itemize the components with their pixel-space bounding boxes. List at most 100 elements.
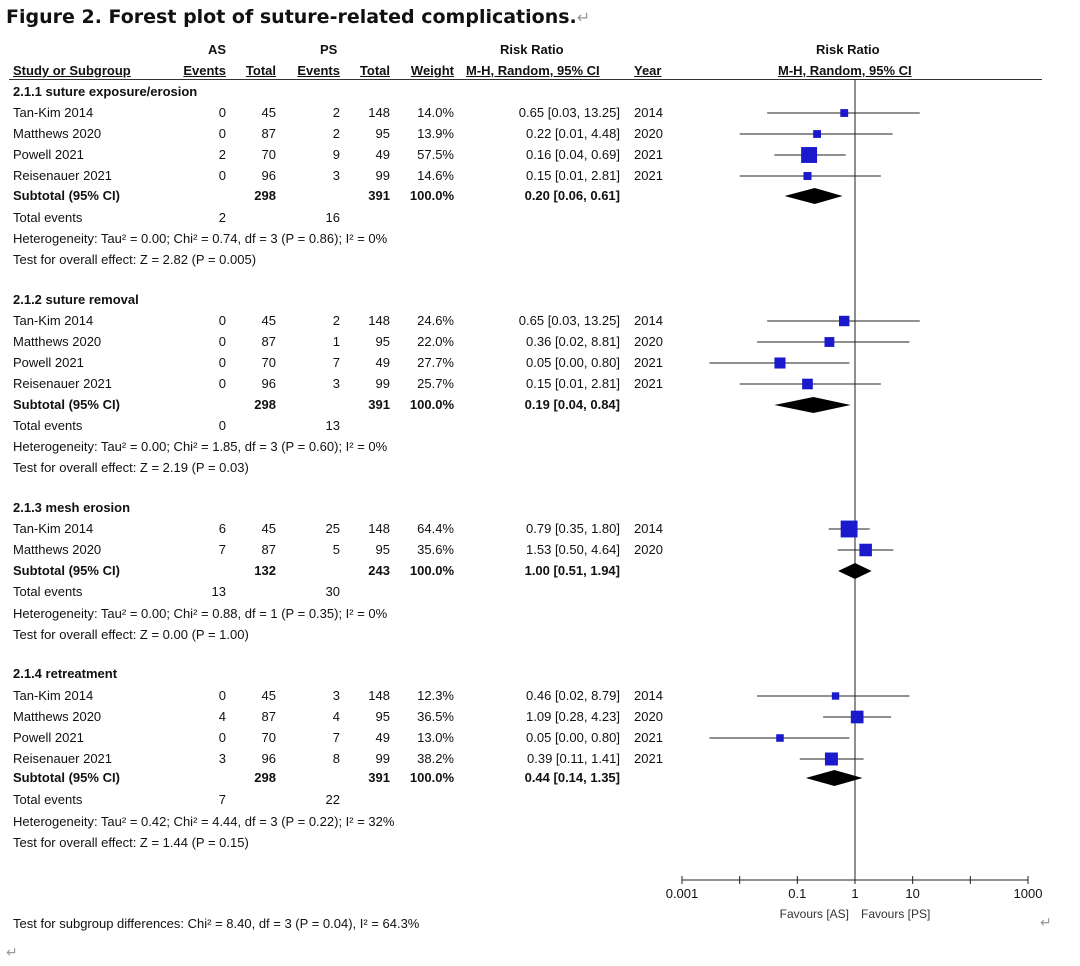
study-point: [803, 171, 812, 181]
study-name: Tan-Kim 2014: [13, 313, 94, 328]
study-ci: 0.79 [0.35, 1.80]: [526, 521, 620, 536]
study-year: 2014: [634, 521, 663, 536]
as-events: 0: [218, 376, 226, 391]
as-total: 96: [261, 376, 276, 391]
as-events: 0: [218, 126, 226, 141]
x-tick-label: 10: [905, 886, 919, 901]
subgroup-title: 2.1.1 suture exposure/erosion: [13, 84, 198, 99]
subtotal-weight: 100.0%: [409, 397, 454, 412]
study-point: [824, 752, 838, 766]
study-weight: 12.3%: [417, 688, 454, 703]
study-year: 2014: [634, 313, 663, 328]
total-events-label: Total events: [13, 584, 83, 599]
study-weight: 35.6%: [417, 542, 454, 557]
as-total: 45: [261, 688, 276, 703]
study-ci: 0.65 [0.03, 13.25]: [518, 313, 620, 328]
study-weight: 27.7%: [417, 355, 454, 370]
total-events-as: 0: [218, 418, 226, 433]
col-weight: Weight: [410, 63, 454, 78]
subtotal-label: Subtotal (95% CI): [13, 188, 120, 203]
subtotal-weight: 100.0%: [409, 188, 454, 203]
ps-events: 2: [332, 126, 340, 141]
ps-events: 8: [332, 751, 340, 766]
study-ci: 1.09 [0.28, 4.23]: [526, 709, 620, 724]
ps-events: 25: [325, 521, 340, 536]
study-ci: 0.15 [0.01, 2.81]: [526, 376, 620, 391]
study-year: 2021: [634, 168, 663, 183]
subtotal-weight: 100.0%: [409, 770, 454, 785]
heterogeneity-text: Heterogeneity: Tau² = 0.00; Chi² = 0.88,…: [13, 606, 388, 621]
ps-total: 148: [368, 313, 390, 328]
study-name: Matthews 2020: [13, 709, 102, 724]
overall-effect-text: Test for overall effect: Z = 0.00 (P = 1…: [13, 627, 249, 642]
subgroup-differences: Test for subgroup differences: Chi² = 8.…: [13, 916, 420, 931]
study-weight: 36.5%: [417, 709, 454, 724]
overall-effect-text: Test for overall effect: Z = 1.44 (P = 0…: [13, 835, 249, 850]
x-tick-label: 1: [851, 886, 858, 901]
study-weight: 14.0%: [417, 105, 454, 120]
study-name: Tan-Kim 2014: [13, 688, 94, 703]
study-year: 2020: [634, 542, 663, 557]
x-tick-label: 0.1: [788, 886, 806, 901]
ps-total: 148: [368, 105, 390, 120]
rr-header: Risk Ratio: [500, 42, 564, 57]
study-weight: 64.4%: [417, 521, 454, 536]
study-point: [776, 734, 784, 742]
study-ci: 0.36 [0.02, 8.81]: [526, 334, 620, 349]
as-events: 6: [218, 521, 226, 536]
as-events: 7: [218, 542, 226, 557]
study-ci: 0.05 [0.00, 0.80]: [526, 355, 620, 370]
subtotal-ps-total: 243: [368, 563, 390, 578]
study-point: [802, 378, 813, 390]
ps-total: 49: [375, 355, 390, 370]
overall-effect-text: Test for overall effect: Z = 2.19 (P = 0…: [13, 460, 249, 475]
study-ci: 0.65 [0.03, 13.25]: [518, 105, 620, 120]
study-name: Powell 2021: [13, 147, 84, 162]
ps-total: 99: [375, 168, 390, 183]
subtotal-ps-total: 391: [368, 770, 390, 785]
study-point: [839, 315, 850, 327]
ps-events: 3: [332, 688, 340, 703]
subtotal-diamond: [838, 563, 872, 579]
study-ci: 0.22 [0.01, 4.48]: [526, 126, 620, 141]
ps-total: 99: [375, 376, 390, 391]
ps-total: 49: [375, 147, 390, 162]
as-events: 2: [218, 147, 226, 162]
total-events-ps: 22: [325, 792, 340, 807]
col-ps-events: Events: [297, 63, 340, 78]
caption-text: Figure 2. Forest plot of suture-related …: [6, 6, 577, 28]
ps-total: 148: [368, 521, 390, 536]
study-name: Tan-Kim 2014: [13, 105, 94, 120]
subgroup-title: 2.1.4 retreatment: [13, 666, 118, 681]
as-group-header: AS: [208, 42, 227, 57]
study-weight: 13.9%: [417, 126, 454, 141]
total-events-ps: 30: [325, 584, 340, 599]
study-name: Matthews 2020: [13, 334, 102, 349]
as-events: 3: [218, 751, 226, 766]
ps-events: 7: [332, 730, 340, 745]
subtotal-ci: 0.20 [0.06, 0.61]: [524, 188, 620, 203]
subtotal-diamond: [774, 397, 851, 413]
subtotal-diamond: [805, 770, 863, 786]
subtotal-diamond: [784, 188, 843, 204]
as-total: 87: [261, 126, 276, 141]
ps-events: 9: [332, 147, 340, 162]
plot-method: M-H, Random, 95% CI: [778, 63, 912, 78]
ps-events: 2: [332, 313, 340, 328]
subtotal-ci: 1.00 [0.51, 1.94]: [524, 563, 620, 578]
study-name: Reisenauer 2021: [13, 376, 113, 391]
subtotal-ps-total: 391: [368, 397, 390, 412]
total-events-label: Total events: [13, 418, 83, 433]
total-events-label: Total events: [13, 210, 83, 225]
study-point: [774, 357, 786, 369]
study-point: [840, 520, 858, 538]
study-year: 2021: [634, 376, 663, 391]
ps-events: 3: [332, 376, 340, 391]
study-year: 2021: [634, 355, 663, 370]
study-ci: 0.05 [0.00, 0.80]: [526, 730, 620, 745]
study-ci: 0.39 [0.11, 1.41]: [527, 751, 620, 766]
ps-total: 95: [375, 542, 390, 557]
as-events: 0: [218, 688, 226, 703]
study-year: 2021: [634, 147, 663, 162]
